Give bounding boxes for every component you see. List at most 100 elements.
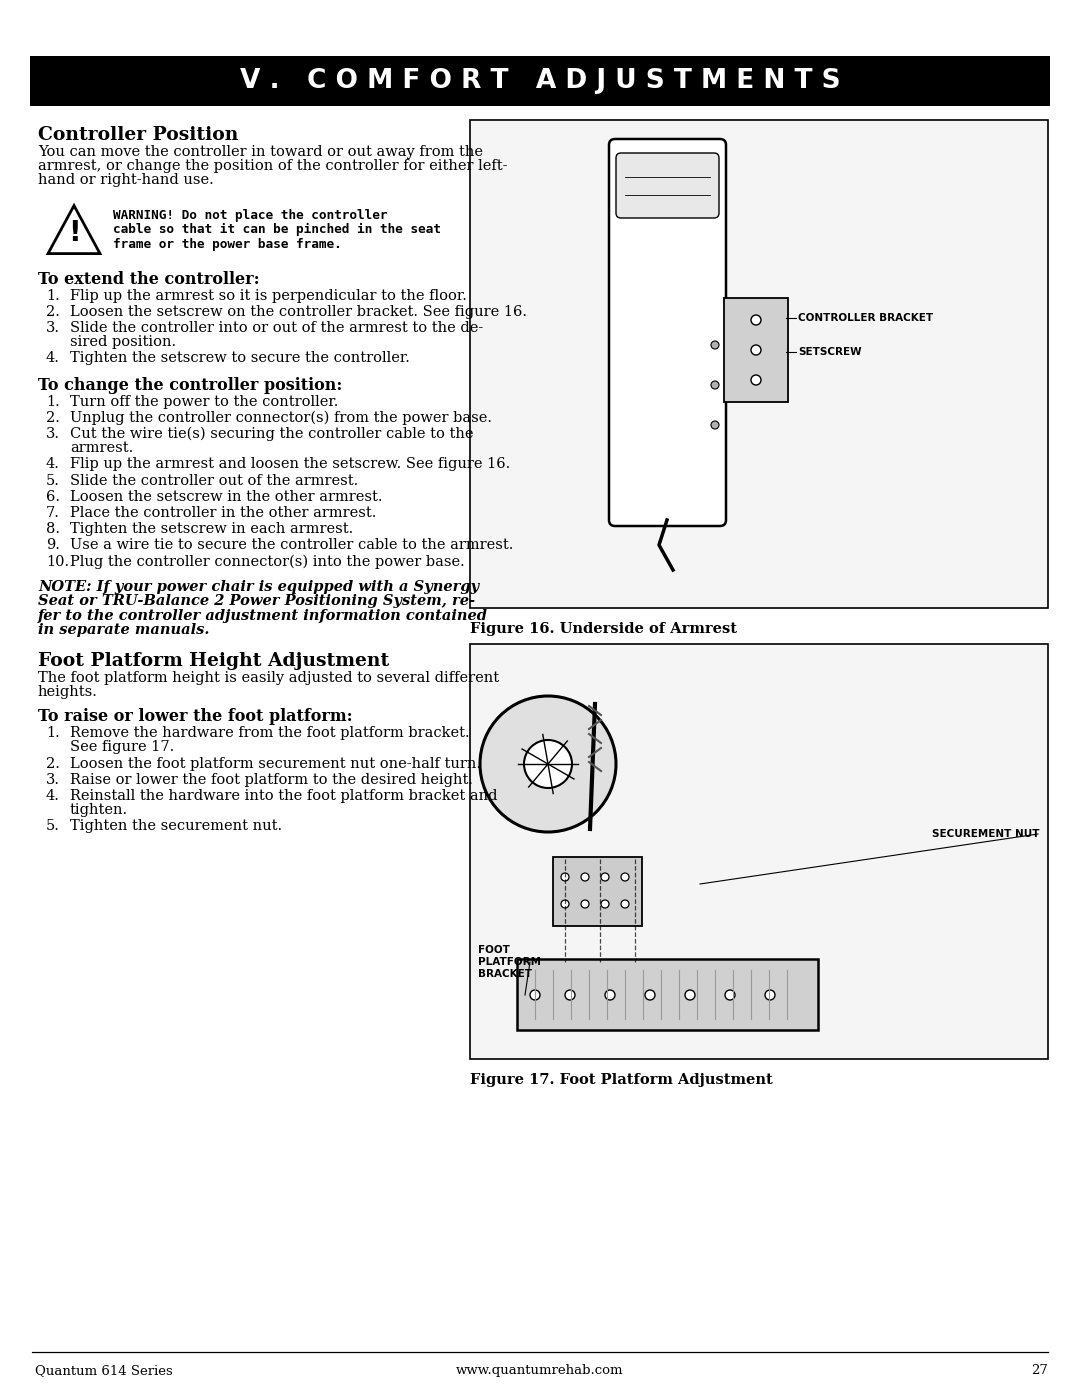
Text: Loosen the setscrew on the controller bracket. See figure 16.: Loosen the setscrew on the controller br… [70,305,527,319]
Circle shape [561,873,569,882]
Text: 4.: 4. [46,352,59,366]
Bar [30,56,1050,106]
Circle shape [645,990,654,1000]
Text: in separate manuals.: in separate manuals. [38,623,210,637]
Text: 7.: 7. [46,506,59,520]
Text: tighten.: tighten. [70,803,129,817]
Text: V .   C O M F O R T   A D J U S T M E N T S: V . C O M F O R T A D J U S T M E N T S [240,68,840,94]
FancyBboxPatch shape [517,958,818,1030]
Text: The foot platform height is easily adjusted to several different: The foot platform height is easily adjus… [38,671,499,685]
Text: www.quantumrehab.com: www.quantumrehab.com [456,1363,624,1377]
Circle shape [725,990,735,1000]
FancyBboxPatch shape [553,856,642,926]
Text: 3.: 3. [46,427,60,441]
Text: SETSCREW: SETSCREW [798,346,862,358]
Text: armrest, or change the position of the controller for either left-: armrest, or change the position of the c… [38,159,508,173]
Text: Raise or lower the foot platform to the desired height.: Raise or lower the foot platform to the … [70,773,473,787]
Text: FOOT
PLATFORM
BRACKET: FOOT PLATFORM BRACKET [478,944,541,979]
Circle shape [711,420,719,429]
FancyBboxPatch shape [724,298,788,402]
Text: 4.: 4. [46,457,59,471]
Text: Foot Platform Height Adjustment: Foot Platform Height Adjustment [38,652,389,669]
Text: Use a wire tie to secure the controller cable to the armrest.: Use a wire tie to secure the controller … [70,538,513,552]
Text: CONTROLLER BRACKET: CONTROLLER BRACKET [798,313,933,323]
Circle shape [711,381,719,388]
Text: 3.: 3. [46,321,60,335]
Text: Place the controller in the other armrest.: Place the controller in the other armres… [70,506,376,520]
Text: fer to the controller adjustment information contained: fer to the controller adjustment informa… [38,609,488,623]
Circle shape [581,873,589,882]
Text: 9.: 9. [46,538,59,552]
Circle shape [524,740,572,788]
Circle shape [561,900,569,908]
Text: cable so that it can be pinched in the seat: cable so that it can be pinched in the s… [113,224,441,236]
Circle shape [565,990,575,1000]
Text: Reinstall the hardware into the foot platform bracket and: Reinstall the hardware into the foot pla… [70,789,498,803]
Circle shape [765,990,775,1000]
Text: NOTE: If your power chair is equipped with a Synergy: NOTE: If your power chair is equipped wi… [38,580,480,594]
Text: To change the controller position:: To change the controller position: [38,377,342,394]
Text: Seat or TRU-Balance 2 Power Positioning System, re-: Seat or TRU-Balance 2 Power Positioning … [38,594,475,608]
Text: armrest.: armrest. [70,441,133,455]
Bar [470,120,1048,608]
Text: 5.: 5. [46,820,59,834]
Text: To raise or lower the foot platform:: To raise or lower the foot platform: [38,708,353,725]
Text: Loosen the foot platform securement nut one-half turn.: Loosen the foot platform securement nut … [70,757,481,771]
Circle shape [600,900,609,908]
Text: 10.: 10. [46,555,69,569]
Text: Plug the controller connector(s) into the power base.: Plug the controller connector(s) into th… [70,555,464,569]
Text: 4.: 4. [46,789,59,803]
Text: 1.: 1. [46,289,59,303]
Text: Controller Position: Controller Position [38,126,239,144]
Text: Turn off the power to the controller.: Turn off the power to the controller. [70,394,338,408]
Text: Figure 17. Foot Platform Adjustment: Figure 17. Foot Platform Adjustment [470,1073,773,1087]
Text: !: ! [68,219,80,247]
Text: hand or right-hand use.: hand or right-hand use. [38,173,214,187]
Circle shape [581,900,589,908]
Circle shape [600,873,609,882]
Text: Tighten the setscrew to secure the controller.: Tighten the setscrew to secure the contr… [70,352,410,366]
Text: 5.: 5. [46,474,59,488]
Text: Slide the controller out of the armrest.: Slide the controller out of the armrest. [70,474,359,488]
Circle shape [711,341,719,349]
Text: Slide the controller into or out of the armrest to the de-: Slide the controller into or out of the … [70,321,483,335]
Text: frame or the power base frame.: frame or the power base frame. [113,237,341,250]
Text: Flip up the armrest and loosen the setscrew. See figure 16.: Flip up the armrest and loosen the setsc… [70,457,510,471]
Text: heights.: heights. [38,685,98,698]
Text: 2.: 2. [46,757,59,771]
Text: See figure 17.: See figure 17. [70,740,174,754]
FancyBboxPatch shape [616,154,719,218]
Text: WARNING! Do not place the controller: WARNING! Do not place the controller [113,208,388,222]
Text: SECUREMENT NUT: SECUREMENT NUT [932,828,1040,840]
Circle shape [621,900,629,908]
Text: 1.: 1. [46,394,59,408]
Text: Unplug the controller connector(s) from the power base.: Unplug the controller connector(s) from … [70,411,492,425]
Text: 2.: 2. [46,411,59,425]
Text: 2.: 2. [46,305,59,319]
Text: 3.: 3. [46,773,60,787]
Text: Quantum 614 Series: Quantum 614 Series [35,1363,173,1377]
Text: Flip up the armrest so it is perpendicular to the floor.: Flip up the armrest so it is perpendicul… [70,289,467,303]
Text: Cut the wire tie(s) securing the controller cable to the: Cut the wire tie(s) securing the control… [70,427,473,441]
Text: sired position.: sired position. [70,335,176,349]
Circle shape [751,374,761,386]
Circle shape [685,990,696,1000]
Circle shape [480,696,616,833]
Text: Tighten the securement nut.: Tighten the securement nut. [70,820,282,834]
Text: Loosen the setscrew in the other armrest.: Loosen the setscrew in the other armrest… [70,490,382,504]
FancyBboxPatch shape [609,138,726,527]
Bar [470,644,1048,1059]
Circle shape [605,990,615,1000]
Text: To extend the controller:: To extend the controller: [38,271,259,288]
Circle shape [751,345,761,355]
Text: Figure 16. Underside of Armrest: Figure 16. Underside of Armrest [470,622,737,636]
Text: 8.: 8. [46,522,60,536]
Text: Tighten the setscrew in each armrest.: Tighten the setscrew in each armrest. [70,522,353,536]
Circle shape [530,990,540,1000]
Text: 6.: 6. [46,490,60,504]
Text: Remove the hardware from the foot platform bracket.: Remove the hardware from the foot platfo… [70,726,470,740]
Text: You can move the controller in toward or out away from the: You can move the controller in toward or… [38,145,483,159]
Circle shape [751,314,761,326]
Circle shape [621,873,629,882]
Text: 1.: 1. [46,726,59,740]
